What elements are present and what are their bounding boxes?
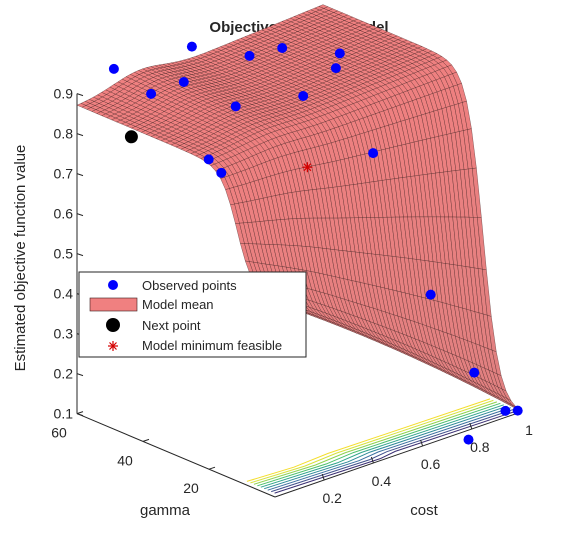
- model-min-stroke: [303, 163, 312, 172]
- legend-mean-label: Model mean: [142, 297, 214, 312]
- observed-point: [146, 88, 157, 99]
- z-tick-label: 0.8: [54, 126, 74, 142]
- floor-contour-line: [267, 407, 511, 491]
- legend-mean-swatch: [89, 297, 138, 312]
- observed-point: [330, 63, 341, 74]
- x-tick: [420, 439, 424, 447]
- z-tick-label: 0.7: [54, 166, 74, 182]
- z-tick-label: 0.2: [54, 366, 74, 382]
- legend-next-marker: [106, 318, 120, 332]
- z-tick: [76, 373, 84, 377]
- observed-point: [244, 50, 255, 61]
- y-tick-label: 40: [117, 452, 133, 468]
- floor-contour-line: [274, 410, 518, 494]
- y-tick: [76, 411, 84, 415]
- observed-point: [277, 43, 288, 53]
- x-tick-label: 1: [525, 422, 533, 438]
- floor-contour-line: [253, 401, 498, 485]
- floor-contours: [246, 398, 518, 494]
- z-tick-label: 0.6: [54, 206, 74, 222]
- model-min-marker: [302, 162, 313, 173]
- y-tick-label: 20: [183, 480, 199, 496]
- observed-point: [500, 405, 511, 416]
- next-point-marker: [124, 130, 138, 144]
- y-tick: [208, 466, 216, 470]
- observed-point: [186, 41, 197, 52]
- model-mean-surface: [76, 4, 522, 412]
- x-axis-label: cost: [410, 502, 438, 519]
- floor-contour-line: [257, 402, 501, 487]
- observed-point: [334, 48, 345, 59]
- x-tick-label: 0.4: [372, 473, 392, 489]
- z-tick: [76, 133, 84, 137]
- z-tick: [76, 93, 84, 97]
- z-tick-label: 0.5: [54, 246, 74, 262]
- z-tick: [76, 213, 84, 217]
- z-tick-label: 0.4: [54, 286, 74, 302]
- legend-next-label: Next point: [142, 318, 201, 333]
- x-tick: [321, 473, 325, 481]
- observed-point: [368, 148, 379, 159]
- z-tick-label: 0.3: [54, 326, 74, 342]
- observed-point: [203, 154, 214, 165]
- observed-point: [230, 101, 241, 112]
- z-axis-label: Estimated objective function value: [12, 145, 29, 372]
- floor-contour-line: [264, 405, 508, 490]
- observed-point: [108, 63, 119, 74]
- observed-points-layer: [108, 41, 523, 445]
- observed-point: [216, 167, 227, 178]
- y-tick-label: 60: [51, 425, 67, 441]
- legend-observed-label: Observed points: [142, 278, 237, 293]
- legend-min-marker: [108, 341, 118, 351]
- floor-contour-line: [250, 399, 494, 484]
- y-axis-label: gamma: [140, 502, 191, 519]
- axis-base-line: [274, 411, 522, 498]
- floor-contour-line: [246, 398, 491, 482]
- axis-base-line: [76, 413, 276, 498]
- observed-point: [425, 289, 436, 300]
- observed-point: [178, 77, 189, 87]
- x-tick-label: 0.2: [322, 490, 342, 506]
- z-tick: [76, 173, 84, 177]
- axes: 0.1 0.2 0.3 0.4 0.5 0.6 0.7 0.8 0.9 20 40 60 0.2 0.4 0…: [51, 86, 533, 506]
- floor-contour-line: [271, 408, 515, 493]
- observed-point: [512, 405, 523, 416]
- observed-point: [463, 434, 474, 445]
- z-tick-label: 0.9: [54, 86, 74, 102]
- observed-point: [469, 367, 480, 378]
- x-tick: [469, 422, 473, 430]
- z-tick: [76, 253, 84, 257]
- legend: Observed points Model mean Next point Mo…: [78, 271, 307, 358]
- floor-contour-line: [260, 404, 504, 488]
- x-tick-label: 0.8: [470, 439, 490, 455]
- x-tick-label: 0.6: [421, 456, 441, 472]
- z-tick: [76, 413, 84, 417]
- y-tick: [142, 438, 150, 442]
- x-tick: [370, 456, 374, 464]
- legend-min-label: Model minimum feasible: [142, 338, 282, 353]
- observed-point: [298, 91, 309, 101]
- z-tick-label: 0.1: [54, 406, 74, 422]
- legend-observed-marker: [108, 280, 118, 290]
